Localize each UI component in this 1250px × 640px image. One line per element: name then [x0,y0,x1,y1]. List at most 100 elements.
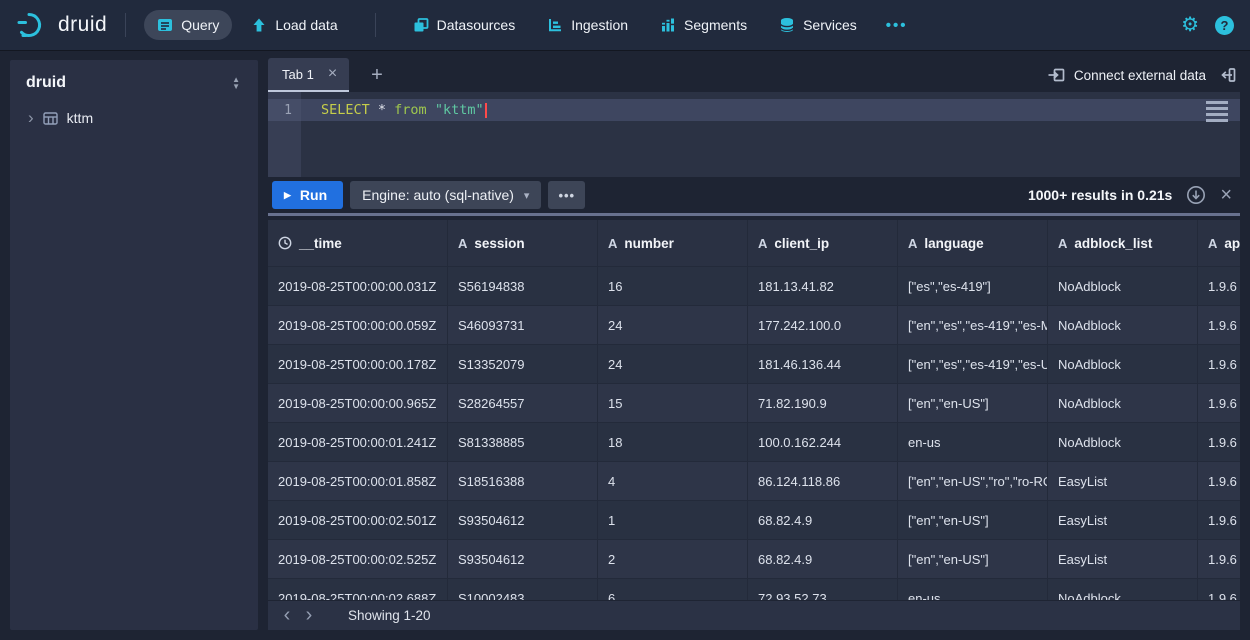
cell-client-ip[interactable]: 68.82.4.9 [748,501,898,540]
cell-adblock[interactable]: EasyList [1048,501,1198,540]
cell-time[interactable]: 2019-08-25T00:00:00.965Z [268,384,448,423]
sql-editor[interactable]: 1 SELECT * from "kttm" [268,92,1240,177]
nav-item-services[interactable]: Services [766,10,870,40]
nav-more-button[interactable]: ••• [876,11,918,40]
cell-client-ip[interactable]: 72.93.52.73 [748,579,898,600]
cell-time[interactable]: 2019-08-25T00:00:02.525Z [268,540,448,579]
table-row[interactable]: 2019-08-25T00:00:01.858Z S18516388 4 86.… [268,462,1240,501]
cell-number[interactable]: 15 [598,384,748,423]
table-row[interactable]: 2019-08-25T00:00:00.178Z S13352079 24 18… [268,345,1240,384]
table-row[interactable]: 2019-08-25T00:00:01.241Z S81338885 18 10… [268,423,1240,462]
cell-client-ip[interactable]: 71.82.190.9 [748,384,898,423]
cell-session[interactable]: S93504612 [448,501,598,540]
cell-time[interactable]: 2019-08-25T00:00:01.858Z [268,462,448,501]
nav-item-load-data[interactable]: Load data [238,10,350,40]
sql-code-line[interactable]: SELECT * from "kttm" [301,99,1240,121]
cell-app-version[interactable]: 1.9.6 [1198,540,1240,579]
table-row[interactable]: 2019-08-25T00:00:00.059Z S46093731 24 17… [268,306,1240,345]
table-row[interactable]: 2019-08-25T00:00:02.688Z S10002483 6 72.… [268,579,1240,600]
gear-icon[interactable]: ⚙ [1181,15,1199,35]
cell-time[interactable]: 2019-08-25T00:00:00.178Z [268,345,448,384]
cell-time[interactable]: 2019-08-25T00:00:01.241Z [268,423,448,462]
run-button[interactable]: ▶ Run [272,181,343,209]
column-header-time[interactable]: __time [268,220,448,267]
tab-close-icon[interactable]: × [328,67,337,81]
help-icon[interactable]: ? [1215,16,1234,35]
close-results-icon[interactable]: × [1220,186,1232,204]
cell-language[interactable]: ["en","es","es-419","es-M [898,306,1048,345]
cell-app-version[interactable]: 1.9.6 [1198,462,1240,501]
cell-language[interactable]: ["en","en-US"] [898,384,1048,423]
download-icon[interactable] [1186,185,1206,205]
cell-session[interactable]: S10002483 [448,579,598,600]
table-row[interactable]: 2019-08-25T00:00:00.031Z S56194838 16 18… [268,267,1240,306]
cell-number[interactable]: 24 [598,345,748,384]
cell-number[interactable]: 4 [598,462,748,501]
column-header-session[interactable]: Asession [448,220,598,267]
cell-session[interactable]: S81338885 [448,423,598,462]
column-header-language[interactable]: Alanguage [898,220,1048,267]
cell-adblock[interactable]: NoAdblock [1048,423,1198,462]
cell-adblock[interactable]: NoAdblock [1048,267,1198,306]
cell-number[interactable]: 1 [598,501,748,540]
cell-time[interactable]: 2019-08-25T00:00:02.501Z [268,501,448,540]
nav-item-datasources[interactable]: Datasources [400,10,529,40]
cell-session[interactable]: S28264557 [448,384,598,423]
cell-client-ip[interactable]: 68.82.4.9 [748,540,898,579]
next-page-button[interactable]: › [298,604,320,628]
druid-logo[interactable]: druid [16,10,107,40]
nav-item-segments[interactable]: Segments [647,10,760,40]
cell-app-version[interactable]: 1.9.6 [1198,423,1240,462]
column-header-adblock-list[interactable]: Aadblock_list [1048,220,1198,267]
cell-session[interactable]: S46093731 [448,306,598,345]
cell-client-ip[interactable]: 86.124.118.86 [748,462,898,501]
sidebar-item-kttm[interactable]: › kttm [10,102,258,134]
column-header-number[interactable]: Anumber [598,220,748,267]
cell-app-version[interactable]: 1.9.6 [1198,267,1240,306]
cell-time[interactable]: 2019-08-25T00:00:00.031Z [268,267,448,306]
table-row[interactable]: 2019-08-25T00:00:02.525Z S93504612 2 68.… [268,540,1240,579]
prev-page-button[interactable]: ‹ [276,604,298,628]
cell-time[interactable]: 2019-08-25T00:00:02.688Z [268,579,448,600]
collapse-panel-icon[interactable] [1220,67,1236,83]
cell-adblock[interactable]: NoAdblock [1048,345,1198,384]
add-tab-button[interactable]: + [365,64,389,87]
cell-number[interactable]: 24 [598,306,748,345]
cell-adblock[interactable]: EasyList [1048,540,1198,579]
cell-session[interactable]: S18516388 [448,462,598,501]
cell-number[interactable]: 16 [598,267,748,306]
table-row[interactable]: 2019-08-25T00:00:02.501Z S93504612 1 68.… [268,501,1240,540]
table-row[interactable]: 2019-08-25T00:00:00.965Z S28264557 15 71… [268,384,1240,423]
cell-language[interactable]: ["en","en-US","ro","ro-RO [898,462,1048,501]
cell-session[interactable]: S56194838 [448,267,598,306]
cell-language[interactable]: ["es","es-419"] [898,267,1048,306]
cell-adblock[interactable]: EasyList [1048,462,1198,501]
cell-language[interactable]: ["en","en-US"] [898,540,1048,579]
editor-menu-icon[interactable] [1206,101,1228,125]
cell-time[interactable]: 2019-08-25T00:00:00.059Z [268,306,448,345]
cell-adblock[interactable]: NoAdblock [1048,384,1198,423]
cell-language[interactable]: ["en","es","es-419","es-U [898,345,1048,384]
cell-number[interactable]: 18 [598,423,748,462]
cell-number[interactable]: 2 [598,540,748,579]
cell-app-version[interactable]: 1.9.6 [1198,345,1240,384]
cell-session[interactable]: S13352079 [448,345,598,384]
cell-app-version[interactable]: 1.9.6 [1198,384,1240,423]
query-more-button[interactable]: ••• [548,181,585,209]
cell-client-ip[interactable]: 181.46.136.44 [748,345,898,384]
nav-item-query[interactable]: Query [144,10,232,40]
engine-select[interactable]: Engine: auto (sql-native) ▾ [350,181,541,209]
nav-item-ingestion[interactable]: Ingestion [534,10,641,40]
cell-client-ip[interactable]: 177.242.100.0 [748,306,898,345]
cell-number[interactable]: 6 [598,579,748,600]
chevron-right-icon[interactable]: › [28,112,34,124]
cell-adblock[interactable]: NoAdblock [1048,579,1198,600]
cell-client-ip[interactable]: 181.13.41.82 [748,267,898,306]
cell-app-version[interactable]: 1.9.6 [1198,501,1240,540]
column-header-app[interactable]: Aap [1198,220,1240,267]
cell-session[interactable]: S93504612 [448,540,598,579]
column-header-client-ip[interactable]: Aclient_ip [748,220,898,267]
cell-language[interactable]: en-us [898,423,1048,462]
cell-language[interactable]: ["en","en-US"] [898,501,1048,540]
connect-external-data-button[interactable]: Connect external data [1048,67,1206,83]
